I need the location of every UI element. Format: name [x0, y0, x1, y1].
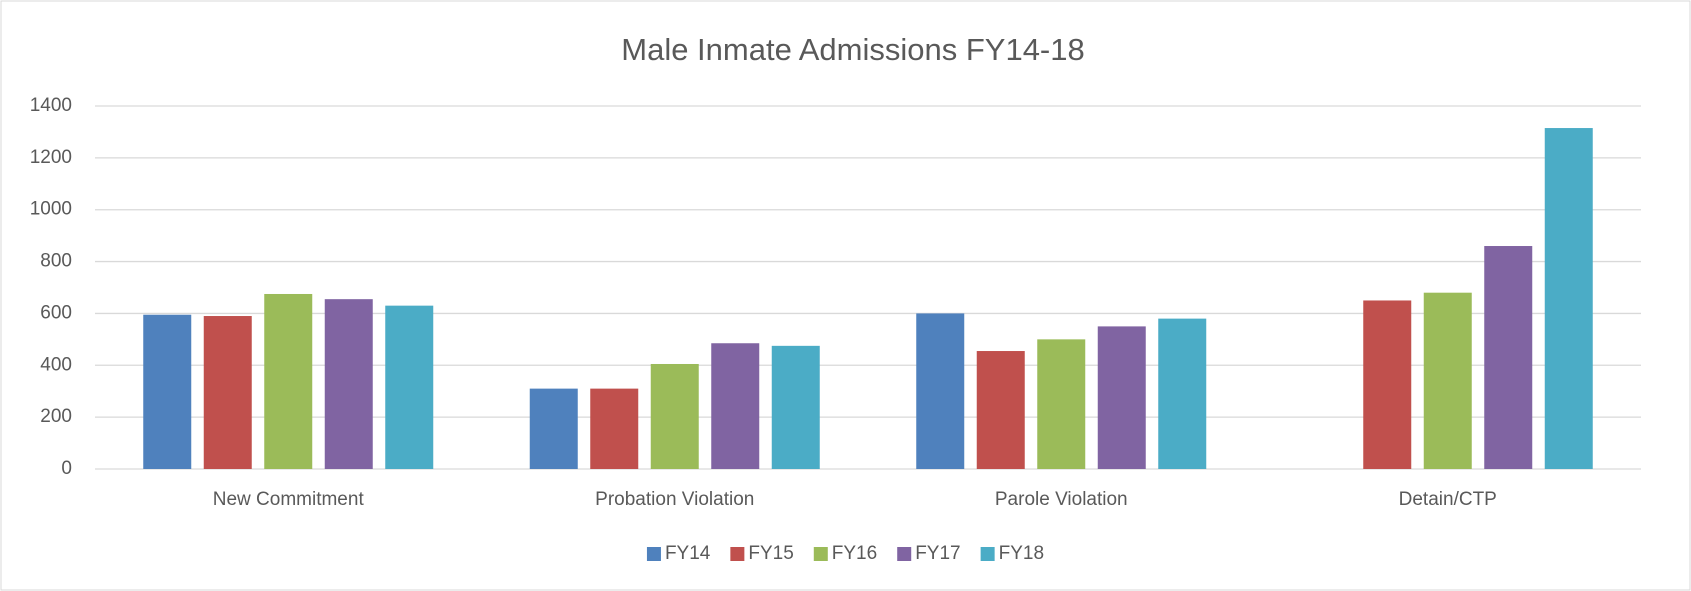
legend-swatch [897, 547, 912, 561]
x-tick-label: Detain/CTP [1399, 489, 1497, 510]
legend-label: FY14 [665, 543, 711, 564]
legend-label: FY16 [832, 543, 877, 564]
bar [203, 316, 252, 469]
bar [1484, 246, 1533, 469]
bar [1544, 128, 1593, 469]
y-tick-label: 0 [61, 458, 72, 479]
bar [1363, 300, 1412, 469]
legend-label: FY18 [999, 543, 1044, 564]
x-tick-label: Parole Violation [995, 489, 1128, 510]
x-tick-label: New Commitment [213, 489, 365, 510]
legend-swatch [730, 547, 745, 561]
bar [1097, 326, 1146, 469]
bar [976, 351, 1025, 469]
bar [324, 299, 373, 469]
y-tick-label: 1000 [30, 199, 72, 220]
x-tick-label: Probation Violation [595, 489, 754, 510]
bar [385, 305, 434, 469]
bar [1158, 318, 1207, 469]
bar [916, 313, 965, 469]
bar [711, 343, 760, 469]
bar [590, 388, 639, 469]
bar [143, 314, 192, 469]
legend-swatch [980, 547, 995, 561]
bar [529, 388, 578, 469]
y-tick-label: 800 [40, 251, 72, 272]
bar [650, 363, 699, 469]
bar [1423, 292, 1472, 469]
y-tick-label: 600 [40, 302, 72, 323]
bar [771, 345, 820, 469]
legend-swatch [813, 547, 828, 561]
legend-label: FY15 [748, 543, 793, 564]
y-tick-label: 1200 [30, 147, 72, 168]
y-tick-label: 400 [40, 354, 72, 375]
bar [264, 293, 313, 469]
legend-label: FY17 [915, 543, 960, 564]
bar [1037, 339, 1086, 469]
chart-title: Male Inmate Admissions FY14-18 [621, 32, 1085, 67]
y-tick-label: 1400 [30, 95, 72, 116]
legend-swatch [646, 547, 661, 561]
y-tick-label: 200 [40, 406, 72, 427]
